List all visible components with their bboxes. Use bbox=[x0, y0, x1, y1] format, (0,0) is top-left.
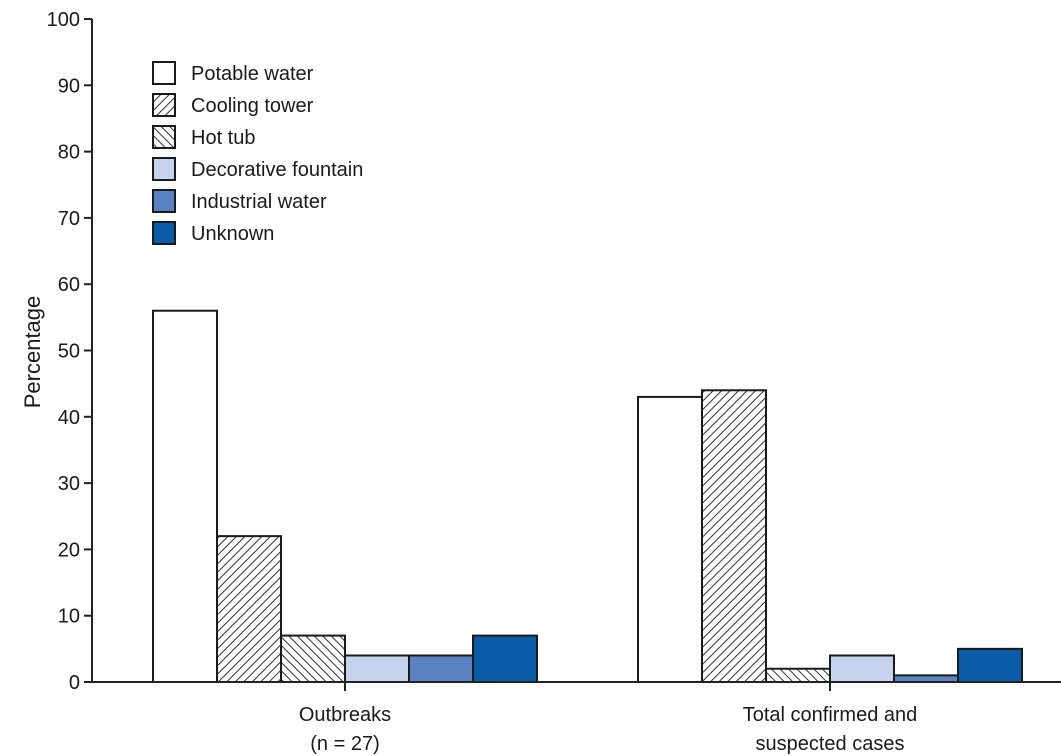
y-axis-title: Percentage bbox=[20, 296, 45, 409]
legend-label: Decorative fountain bbox=[191, 159, 363, 181]
bar-decorative-fountain-0 bbox=[344, 654, 410, 683]
category-sublabel: (n = 27) bbox=[310, 733, 379, 755]
y-tick-label: 90 bbox=[58, 75, 80, 97]
y-tick-label: 80 bbox=[58, 142, 80, 164]
y-tick-label: 0 bbox=[69, 672, 80, 694]
y-tick-label: 70 bbox=[58, 208, 80, 230]
category-label: Outbreaks bbox=[299, 704, 391, 726]
legend-label: Unknown bbox=[191, 223, 274, 245]
bar-hot-tub-0 bbox=[280, 634, 346, 684]
category-sublabel: suspected cases bbox=[756, 733, 905, 755]
legend-swatch bbox=[152, 61, 176, 85]
legend-swatch bbox=[152, 157, 176, 181]
y-axis: 0 10 20 30 40 50 60 70 80 90 100 bbox=[47, 9, 93, 694]
bars bbox=[152, 309, 1023, 684]
legend-swatch bbox=[152, 125, 176, 149]
y-tick-label: 100 bbox=[47, 9, 80, 31]
x-axis: Outbreaks (n = 27) Total confirmed and susp… bbox=[92, 681, 1061, 755]
legend-label: Potable water bbox=[191, 63, 314, 85]
y-tick-label: 20 bbox=[58, 539, 80, 561]
bar-cooling-tower-0 bbox=[216, 535, 282, 684]
y-tick-label: 40 bbox=[58, 407, 80, 429]
y-tick-label: 30 bbox=[58, 473, 80, 495]
bar-cooling-tower-1 bbox=[701, 389, 767, 683]
y-tick-label: 50 bbox=[58, 341, 80, 363]
legend-swatch bbox=[152, 93, 176, 117]
legend-label: Industrial water bbox=[191, 191, 327, 213]
legend-label: Hot tub bbox=[191, 127, 255, 149]
bar-hot-tub-1 bbox=[765, 667, 831, 683]
legend-swatch bbox=[152, 189, 176, 213]
bar-potable-water-0 bbox=[152, 309, 218, 683]
legend-label: Cooling tower bbox=[191, 95, 314, 117]
legend-swatch bbox=[152, 221, 176, 245]
y-tick-label: 10 bbox=[58, 606, 80, 628]
bar-unknown-0 bbox=[472, 634, 538, 684]
category-label: Total confirmed and bbox=[743, 704, 918, 726]
bar-industrial-water-0 bbox=[408, 654, 474, 683]
legend: Potable water Cooling tower Hot tub Decorat… bbox=[152, 61, 363, 245]
bar-unknown-1 bbox=[957, 647, 1023, 683]
bar-decorative-fountain-1 bbox=[829, 654, 895, 683]
y-tick-label: 60 bbox=[58, 274, 80, 296]
bar-potable-water-1 bbox=[637, 395, 703, 683]
